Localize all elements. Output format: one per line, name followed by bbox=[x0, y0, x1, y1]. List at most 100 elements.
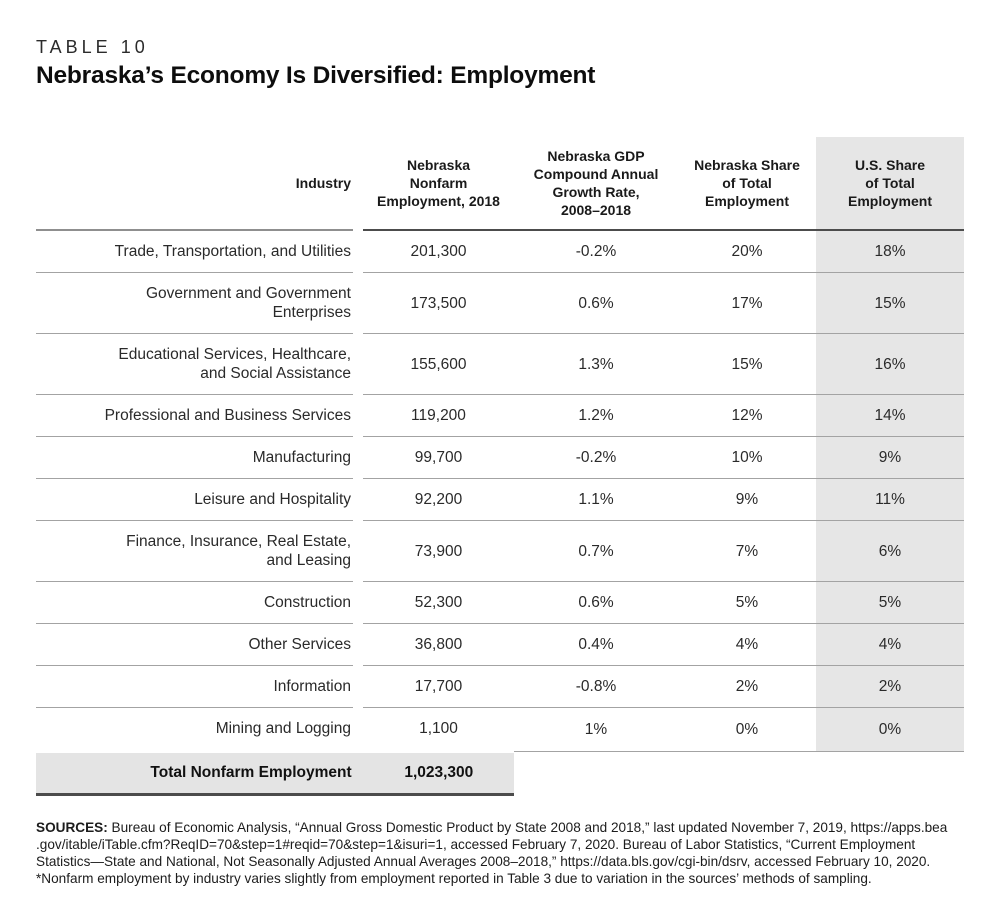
cell-ne_share: 7% bbox=[678, 520, 816, 582]
cell-employment: 52,300 bbox=[363, 581, 514, 624]
cell-employment: 17,700 bbox=[363, 665, 514, 708]
cell-ne_share: 4% bbox=[678, 623, 816, 666]
cell-gap bbox=[353, 708, 363, 752]
table-header: Industry Nebraska Nonfarm Employment, 20… bbox=[36, 137, 964, 231]
cell-us_share: 5% bbox=[816, 581, 964, 624]
employment-table: Industry Nebraska Nonfarm Employment, 20… bbox=[36, 137, 964, 796]
sources-footnote: *Nonfarm employment by industry varies s… bbox=[36, 871, 872, 886]
sources-line-3: Statistics—State and National, Not Seaso… bbox=[36, 854, 931, 869]
cell-growth: -0.2% bbox=[514, 230, 678, 273]
table-row: Other Services 36,800 0.4% 4% 4% bbox=[36, 623, 964, 666]
table-row: Trade, Transportation, and Utilities 201,… bbox=[36, 230, 964, 273]
cell-us_share: 14% bbox=[816, 394, 964, 437]
total-cell: Total Nonfarm Employment 1,023,300 bbox=[36, 749, 514, 796]
cell-ne_share: 17% bbox=[678, 272, 816, 334]
header-row: Industry Nebraska Nonfarm Employment, 20… bbox=[36, 137, 964, 231]
cell-us_share: 15% bbox=[816, 272, 964, 334]
cell-gap bbox=[353, 521, 363, 582]
table-row: Leisure and Hospitality 92,200 1.1% 9% 11% bbox=[36, 478, 964, 521]
cell-employment: 1,100 bbox=[363, 707, 514, 752]
sources-text-1: Bureau of Economic Analysis, “Annual Gro… bbox=[107, 820, 948, 835]
cell-growth: 0.6% bbox=[514, 581, 678, 624]
table-row: Educational Services, Healthcare, and So… bbox=[36, 333, 964, 395]
cell-industry: Government and Government Enterprises bbox=[36, 272, 353, 334]
sources-line-2: .gov/itable/iTable.cfm?ReqID=70&step=1#r… bbox=[36, 837, 916, 852]
total-row: Total Nonfarm Employment 1,023,300 bbox=[36, 749, 964, 796]
cell-ne_share: 2% bbox=[678, 665, 816, 708]
cell-us_share: 18% bbox=[816, 230, 964, 273]
cell-growth: 1.3% bbox=[514, 333, 678, 395]
cell-ne_share: 15% bbox=[678, 333, 816, 395]
column-header-ne-share: Nebraska Share of Total Employment bbox=[678, 137, 816, 231]
cell-employment: 36,800 bbox=[363, 623, 514, 666]
cell-us_share: 0% bbox=[816, 707, 964, 752]
cell-industry: Leisure and Hospitality bbox=[36, 478, 353, 521]
page-title: Nebraska’s Economy Is Diversified: Emplo… bbox=[36, 62, 596, 89]
cell-employment: 173,500 bbox=[363, 272, 514, 334]
column-gap bbox=[353, 137, 363, 230]
cell-us_share: 16% bbox=[816, 333, 964, 395]
cell-gap bbox=[353, 666, 363, 708]
cell-us_share: 6% bbox=[816, 520, 964, 582]
cell-growth: 1% bbox=[514, 707, 678, 752]
table-footer: Total Nonfarm Employment 1,023,300 bbox=[36, 749, 964, 796]
column-header-employment: Nebraska Nonfarm Employment, 2018 bbox=[363, 137, 514, 231]
table-row: Construction 52,300 0.6% 5% 5% bbox=[36, 581, 964, 624]
cell-us_share: 9% bbox=[816, 436, 964, 479]
cell-employment: 119,200 bbox=[363, 394, 514, 437]
cell-employment: 73,900 bbox=[363, 520, 514, 582]
cell-industry: Finance, Insurance, Real Estate, and Lea… bbox=[36, 520, 353, 582]
total-label: Total Nonfarm Employment bbox=[150, 764, 352, 781]
sources-label: SOURCES: bbox=[36, 820, 108, 835]
cell-us_share: 2% bbox=[816, 665, 964, 708]
column-header-industry: Industry bbox=[36, 137, 353, 231]
cell-ne_share: 10% bbox=[678, 436, 816, 479]
cell-ne_share: 20% bbox=[678, 230, 816, 273]
cell-us_share: 4% bbox=[816, 623, 964, 666]
cell-gap bbox=[353, 230, 363, 273]
cell-employment: 155,600 bbox=[363, 333, 514, 395]
table-row: Professional and Business Services 119,20… bbox=[36, 394, 964, 437]
table-row: Finance, Insurance, Real Estate, and Lea… bbox=[36, 520, 964, 582]
cell-growth: 1.1% bbox=[514, 478, 678, 521]
cell-growth: 1.2% bbox=[514, 394, 678, 437]
table-row: Manufacturing 99,700 -0.2% 10% 9% bbox=[36, 436, 964, 479]
table-row: Information 17,700 -0.8% 2% 2% bbox=[36, 665, 964, 708]
table-body: Trade, Transportation, and Utilities 201,… bbox=[36, 230, 964, 752]
cell-ne_share: 9% bbox=[678, 478, 816, 521]
cell-growth: 0.6% bbox=[514, 272, 678, 334]
cell-growth: 0.7% bbox=[514, 520, 678, 582]
cell-ne_share: 0% bbox=[678, 707, 816, 752]
cell-employment: 201,300 bbox=[363, 230, 514, 273]
cell-industry: Trade, Transportation, and Utilities bbox=[36, 230, 353, 273]
total-inner: Total Nonfarm Employment 1,023,300 bbox=[36, 753, 514, 793]
column-header-growth-rate: Nebraska GDP Compound Annual Growth Rate… bbox=[514, 137, 678, 231]
cell-industry: Manufacturing bbox=[36, 436, 353, 479]
total-value: 1,023,300 bbox=[404, 764, 474, 781]
cell-gap bbox=[353, 624, 363, 666]
sources-line-1: SOURCES: Bureau of Economic Analysis, “A… bbox=[36, 819, 966, 836]
cell-industry: Mining and Logging bbox=[36, 707, 353, 752]
table-row: Government and Government Enterprises 173… bbox=[36, 272, 964, 334]
cell-industry: Information bbox=[36, 665, 353, 708]
cell-ne_share: 5% bbox=[678, 581, 816, 624]
cell-gap bbox=[353, 395, 363, 437]
cell-gap bbox=[353, 334, 363, 395]
cell-growth: -0.8% bbox=[514, 665, 678, 708]
cell-industry: Construction bbox=[36, 581, 353, 624]
table-number: TABLE 10 bbox=[36, 37, 149, 57]
sources-block: SOURCES: Bureau of Economic Analysis, “A… bbox=[36, 819, 966, 887]
cell-gap bbox=[353, 273, 363, 334]
column-header-us-share: U.S. Share of Total Employment bbox=[816, 137, 964, 231]
cell-employment: 99,700 bbox=[363, 436, 514, 479]
cell-gap bbox=[353, 582, 363, 624]
cell-growth: 0.4% bbox=[514, 623, 678, 666]
cell-growth: -0.2% bbox=[514, 436, 678, 479]
cell-gap bbox=[353, 437, 363, 479]
cell-employment: 92,200 bbox=[363, 478, 514, 521]
cell-us_share: 11% bbox=[816, 478, 964, 521]
cell-industry: Educational Services, Healthcare, and So… bbox=[36, 333, 353, 395]
table-row: Mining and Logging 1,100 1% 0% 0% bbox=[36, 707, 964, 752]
total-empty-area bbox=[514, 751, 964, 795]
